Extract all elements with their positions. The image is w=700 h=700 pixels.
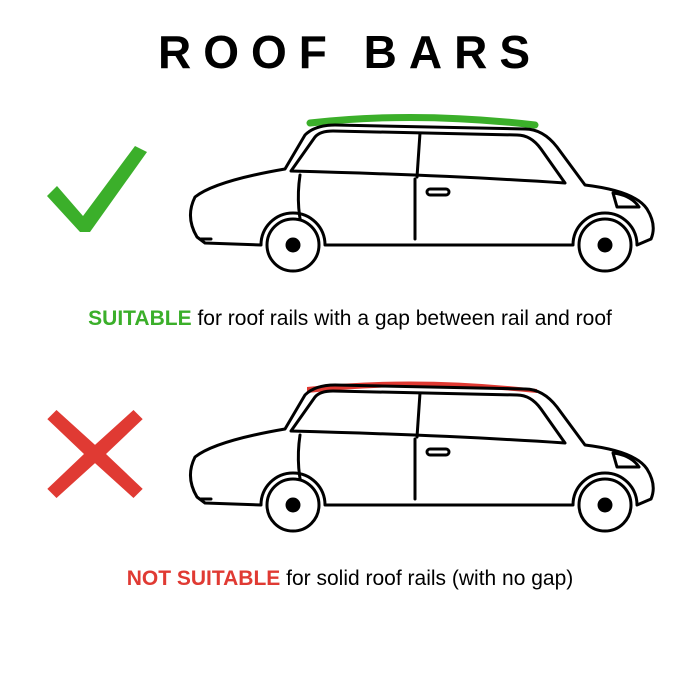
- car-illustration-not-suitable: [160, 349, 670, 559]
- panel-not-suitable: NOT SUITABLE for solid roof rails (with …: [30, 349, 670, 609]
- caption-rest: for solid roof rails (with no gap): [280, 567, 573, 590]
- car-illustration-suitable: [160, 89, 670, 299]
- page-title: ROOF BARS: [158, 25, 542, 79]
- caption-lead: NOT SUITABLE: [127, 567, 281, 590]
- panel-row: [30, 89, 670, 299]
- caption-not-suitable: NOT SUITABLE for solid roof rails (with …: [127, 567, 574, 591]
- cross-icon: [30, 354, 160, 554]
- check-icon: [30, 94, 160, 294]
- panel-row: [30, 349, 670, 559]
- caption-lead: SUITABLE: [88, 307, 191, 330]
- caption-rest: for roof rails with a gap between rail a…: [192, 307, 612, 330]
- infographic-container: ROOF BARS: [0, 0, 700, 700]
- panel-suitable: SUITABLE for roof rails with a gap betwe…: [30, 89, 670, 349]
- caption-suitable: SUITABLE for roof rails with a gap betwe…: [88, 307, 612, 331]
